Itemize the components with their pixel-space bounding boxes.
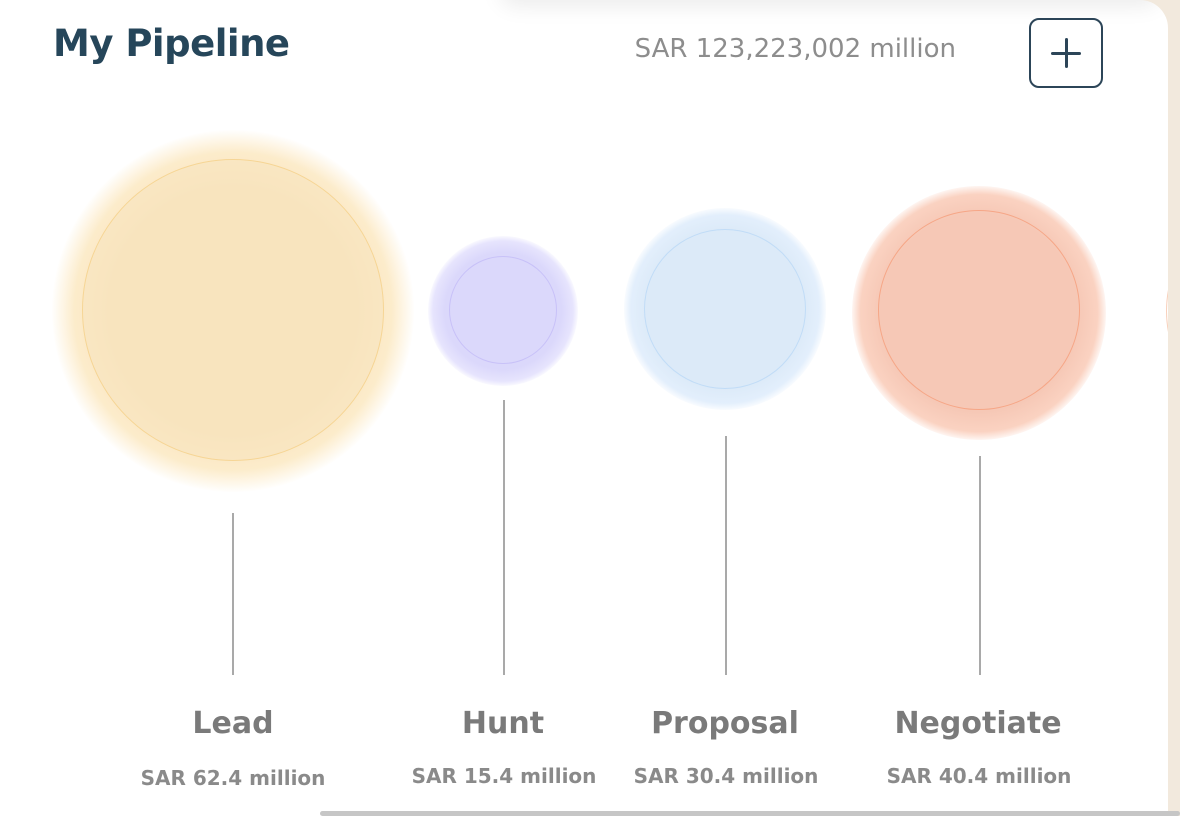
stage-label-negotiate: Negotiate [894, 706, 1062, 741]
stage-bubble-hunt[interactable] [428, 236, 578, 386]
stage-bubble-proposal-ring [644, 229, 806, 389]
stage-value-negotiate: SAR 40.4 million [886, 764, 1072, 788]
stage-bubble-negotiate[interactable] [852, 186, 1106, 440]
stage-label-proposal: Proposal [651, 706, 799, 741]
stage-label-lead: Lead [192, 706, 274, 741]
plus-icon [1051, 38, 1081, 68]
stage-stem-lead [232, 513, 234, 675]
stage-bubble-next-partial[interactable] [1166, 200, 1168, 422]
page-title: My Pipeline [53, 22, 290, 65]
stage-bubble-lead-ring [82, 159, 384, 461]
stage-label-hunt: Hunt [461, 706, 545, 741]
stage-value-proposal: SAR 30.4 million [633, 764, 819, 788]
horizontal-scrollbar[interactable] [320, 811, 1180, 816]
stage-stem-hunt [503, 400, 505, 675]
stage-bubble-proposal[interactable] [624, 208, 826, 410]
stage-value-hunt: SAR 15.4 million [411, 764, 597, 788]
stage-stem-proposal [725, 436, 727, 675]
stage-bubble-hunt-ring [449, 256, 557, 364]
add-button[interactable] [1029, 18, 1103, 88]
pipeline-total: SAR 123,223,002 million [634, 34, 956, 64]
stage-bubble-lead[interactable] [52, 130, 414, 492]
stage-value-lead: SAR 62.4 million [140, 766, 326, 790]
stage-stem-negotiate [979, 456, 981, 675]
stage-bubble-negotiate-ring [878, 210, 1080, 410]
